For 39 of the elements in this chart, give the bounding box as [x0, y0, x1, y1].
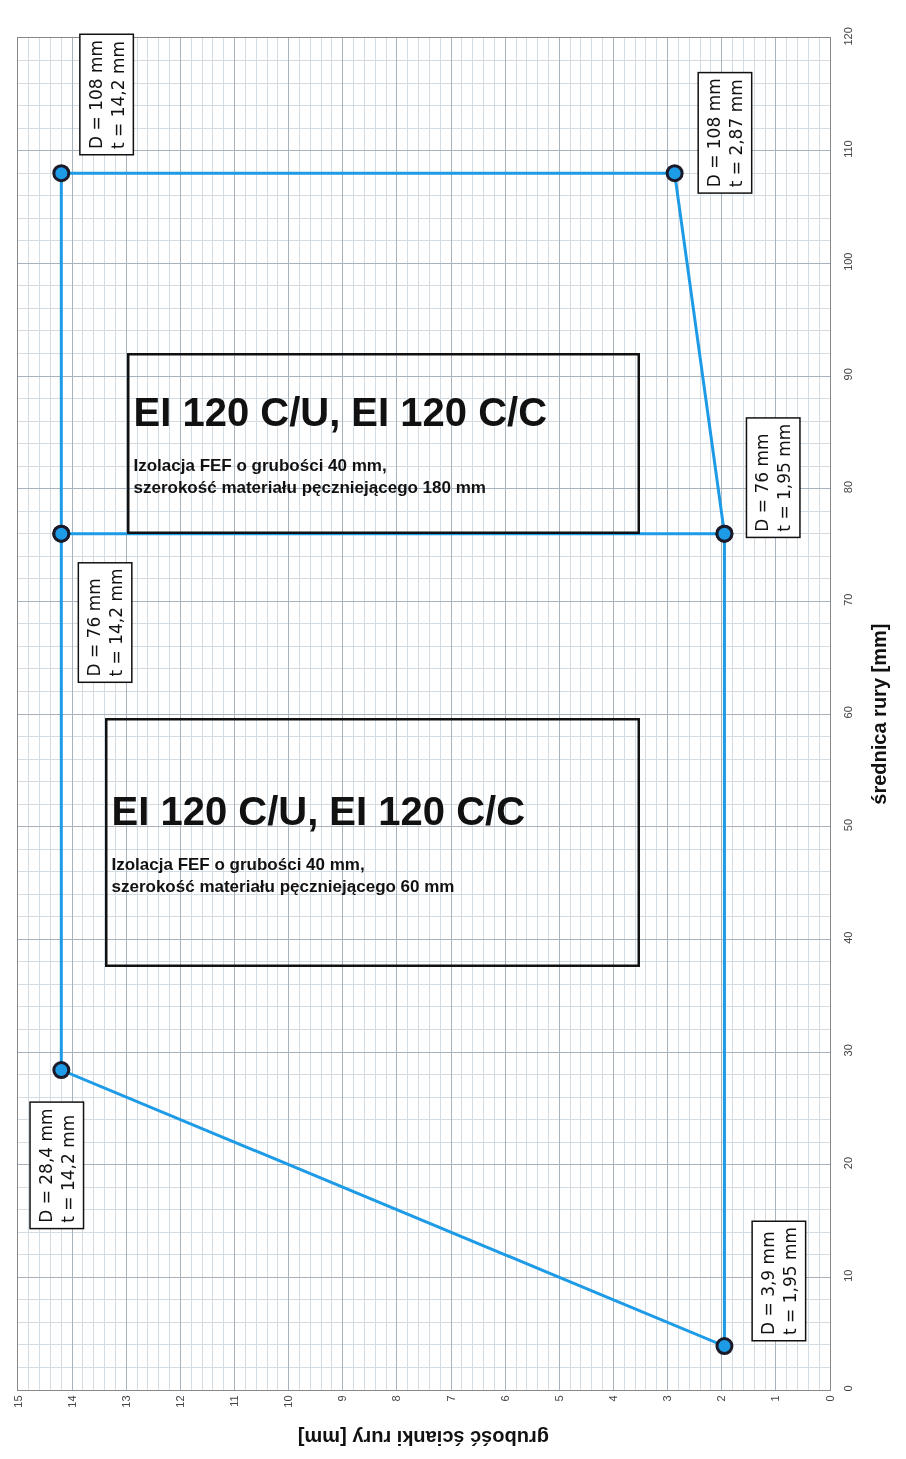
- y-tick-label: 0: [842, 1385, 855, 1392]
- x-tick-label: 9: [336, 1395, 349, 1402]
- annotation: D = 108 mm t = 2,87 mm: [703, 78, 747, 188]
- x-tick-label: 5: [552, 1395, 565, 1402]
- x-tick-label: 15: [11, 1395, 24, 1408]
- y-tick-label: 70: [842, 593, 855, 606]
- annotation: EI 120 C/U, EI 120 C/C Izolacja FEF o grubości 40 mm, szerokość materiału pęczniejącego 60 mm: [111, 789, 526, 896]
- annotation: D = 108 mm t = 14,2 mm: [85, 39, 128, 150]
- x-tick-label: 0: [823, 1395, 836, 1402]
- y-tick-label: 90: [842, 368, 855, 381]
- y-axis-title: średnica rury [mm]: [867, 623, 890, 805]
- annotation: D = 28,4 mm t = 14,2 mm: [35, 1108, 78, 1223]
- x-tick-label: 7: [444, 1395, 457, 1402]
- x-tick-label: 11: [228, 1395, 241, 1407]
- y-tick-label: 10: [842, 1269, 855, 1282]
- x-tick-label: 13: [119, 1395, 132, 1408]
- x-tick-label: 6: [498, 1395, 511, 1402]
- annotation: D = 76 mm t = 14,2 mm: [84, 568, 127, 677]
- x-tick-label: 12: [173, 1395, 186, 1408]
- y-tick-label: 100: [842, 252, 855, 271]
- y-tick-label: 110: [842, 140, 855, 158]
- y-tick-label: 60: [842, 706, 855, 719]
- x-tick-label: 14: [65, 1395, 78, 1408]
- y-tick-label: 80: [842, 480, 855, 494]
- y-tick-label: 120: [842, 27, 855, 46]
- x-tick-label: 8: [390, 1395, 403, 1402]
- annotation: D = 76 mm t = 1,95 mm: [752, 423, 795, 532]
- y-tick-label: 40: [842, 931, 855, 944]
- y-tick-label: 20: [842, 1156, 855, 1170]
- y-tick-label: 30: [842, 1044, 855, 1057]
- x-tick-label: 2: [715, 1395, 728, 1402]
- x-tick-label: 10: [282, 1395, 295, 1408]
- y-tick-label: 50: [842, 818, 855, 832]
- annotation: EI 120 C/U, EI 120 C/C Izolacja FEF o grubości 40 mm, szerokość materiału pęczniejącego 180 mm: [133, 390, 548, 497]
- x-tick-label: 1: [769, 1395, 782, 1402]
- x-tick-label: 4: [607, 1395, 620, 1402]
- annotation: D = 3,9 mm t = 1,95 mm: [757, 1226, 800, 1335]
- x-tick-label: 3: [661, 1395, 674, 1402]
- x-axis-title: grubość ścianki rury [mm]: [297, 1426, 549, 1449]
